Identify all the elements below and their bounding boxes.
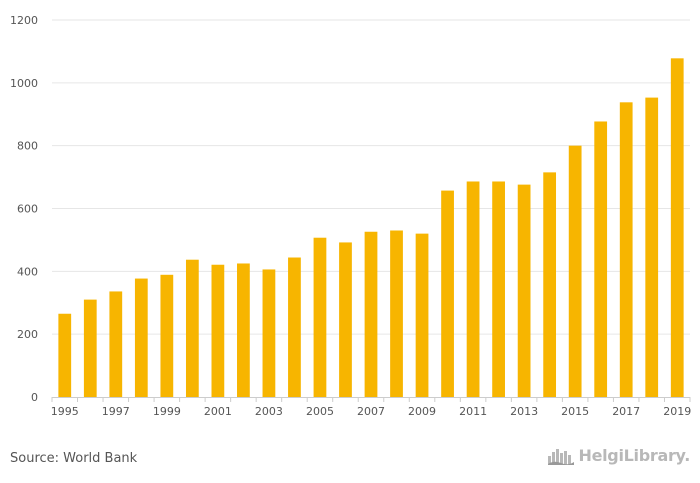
city-skyline-icon [548, 448, 575, 465]
x-tick-label: 2001 [204, 405, 232, 418]
bar-2017 [619, 102, 633, 397]
y-axis-ticks: 0 200 400 600 800 1000 1200 [10, 14, 38, 404]
bar-2000 [185, 259, 199, 397]
x-tick-label: 2005 [306, 405, 334, 418]
x-tick-label: 2019 [663, 405, 691, 418]
x-tick-label: 2015 [561, 405, 589, 418]
bar-1995 [58, 313, 72, 397]
logo-text: HelgiLibrary. [578, 446, 690, 465]
bar-2018 [645, 97, 659, 397]
bar-2010 [441, 190, 454, 397]
x-axis-ticks: 1995 1997 1999 2001 2003 2005 2007 2009 2011 2013… [51, 397, 691, 418]
x-tick-label: 1995 [51, 405, 79, 418]
y-tick-label: 600 [17, 203, 38, 216]
helgilibrary-logo: HelgiLibrary. [548, 446, 690, 465]
x-tick-label: 2007 [357, 405, 385, 418]
y-tick-label: 1200 [10, 14, 38, 27]
bar-2007 [364, 231, 378, 397]
y-tick-label: 200 [17, 328, 38, 341]
gridlines [52, 19, 690, 335]
bar-chart: 0 200 400 600 800 1000 1200 1995 1997 1999 2001 20… [10, 14, 691, 418]
bar-2019 [670, 58, 684, 397]
bar-2006 [339, 242, 352, 397]
bar-2014 [543, 172, 557, 397]
bar-2011 [466, 181, 480, 397]
bar-2001 [211, 264, 225, 397]
bar-2013 [517, 184, 531, 397]
bars [58, 58, 684, 397]
bar-2003 [262, 269, 276, 397]
bar-2016 [594, 121, 608, 397]
bar-2005 [313, 237, 327, 397]
x-tick-label: 2011 [459, 405, 487, 418]
bar-2004 [288, 257, 301, 397]
bar-1997 [109, 291, 123, 397]
x-tick-label: 2009 [408, 405, 436, 418]
bar-1998 [134, 278, 148, 397]
source-note: Source: World Bank [10, 451, 138, 466]
bar-2002 [237, 263, 250, 397]
bar-1996 [83, 299, 97, 397]
bar-2012 [492, 181, 505, 397]
bar-2015 [568, 145, 582, 397]
bar-2008 [390, 230, 403, 397]
x-tick-label: 2013 [510, 405, 538, 418]
x-tick-label: 2003 [255, 405, 283, 418]
y-tick-label: 1000 [10, 77, 38, 90]
x-tick-label: 1999 [153, 405, 181, 418]
y-tick-label: 0 [31, 391, 38, 404]
y-tick-label: 800 [17, 140, 38, 153]
x-tick-label: 2017 [612, 405, 640, 418]
y-tick-label: 400 [17, 265, 38, 278]
x-tick-label: 1997 [102, 405, 130, 418]
bar-1999 [160, 274, 174, 397]
bar-2009 [415, 233, 429, 397]
